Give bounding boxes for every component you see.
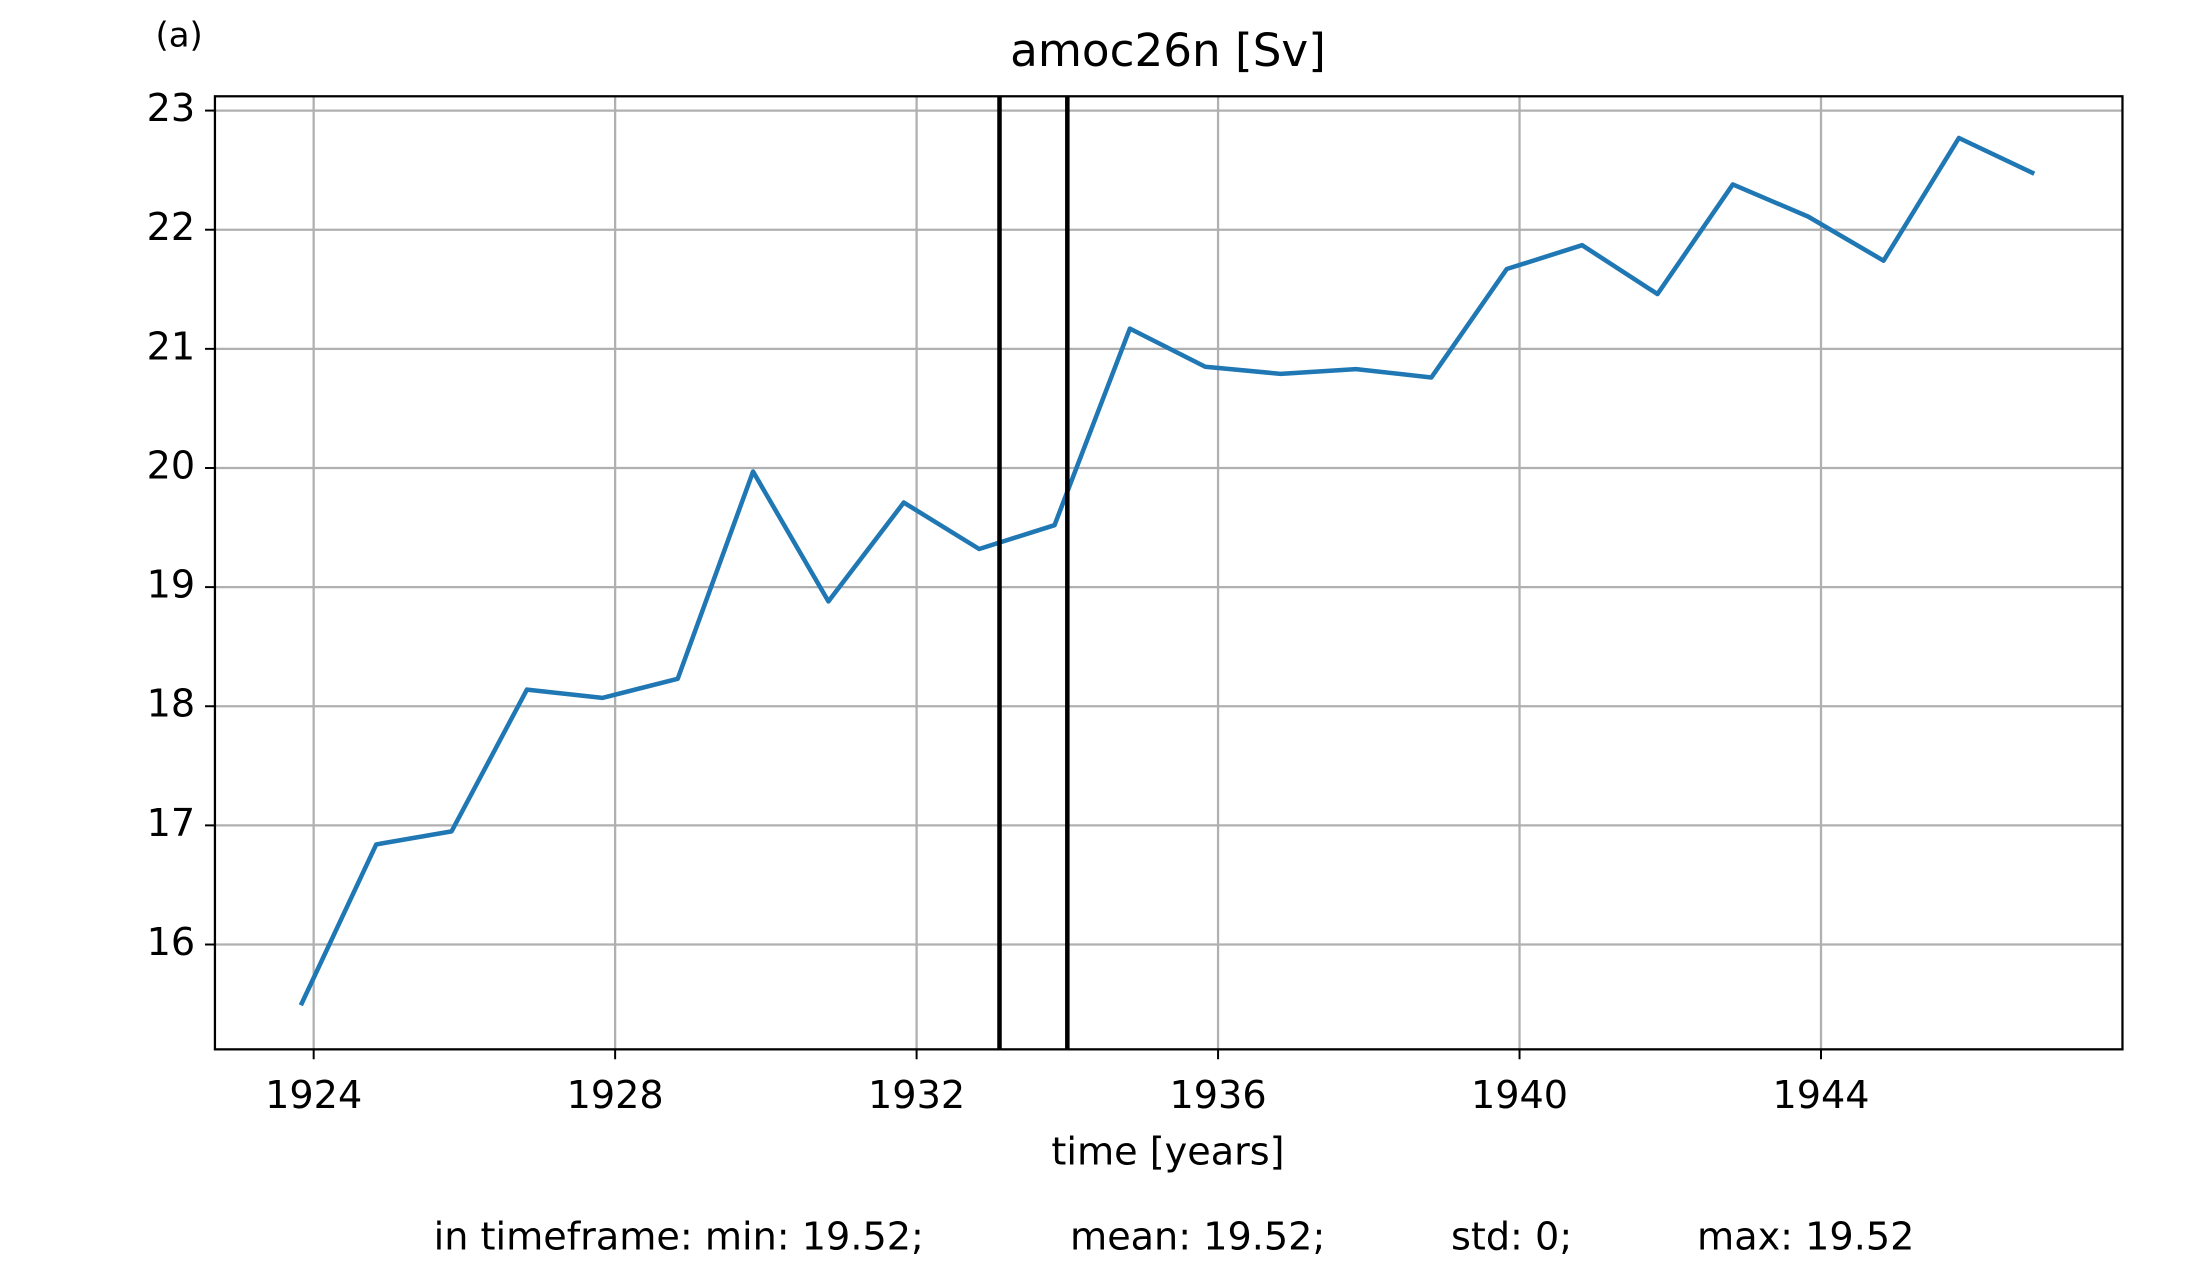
y-tick-label: 17 [147,802,196,846]
x-tick-label: 1928 [567,1074,664,1118]
y-tick-label: 23 [147,87,196,131]
x-tick-label: 1940 [1471,1074,1568,1118]
x-tick-label: 1936 [1170,1074,1267,1118]
x-tick-label: 1944 [1772,1074,1869,1118]
data-line [298,135,2036,1007]
stat-text: max: 19.52 [1697,1215,1914,1259]
x-axis-label: time [years] [1051,1130,1284,1174]
stat-text: mean: 19.52; [1070,1215,1325,1259]
x-tick-label: 1932 [868,1074,965,1118]
plot-frame [213,95,2124,1051]
chart-title: amoc26n [Sv] [1010,24,1326,77]
y-tick-label: 19 [147,564,196,608]
y-tick-label: 16 [147,921,196,965]
stat-text: std: 0; [1451,1215,1572,1259]
stat-text: in timeframe: min: 19.52; [434,1215,924,1259]
y-tick-label: 21 [147,325,196,369]
panel-label: (a) [156,16,203,55]
y-tick-label: 18 [147,683,196,727]
y-tick-label: 22 [147,206,196,250]
x-tick-label: 1924 [265,1074,362,1118]
y-tick-label: 20 [147,444,196,488]
